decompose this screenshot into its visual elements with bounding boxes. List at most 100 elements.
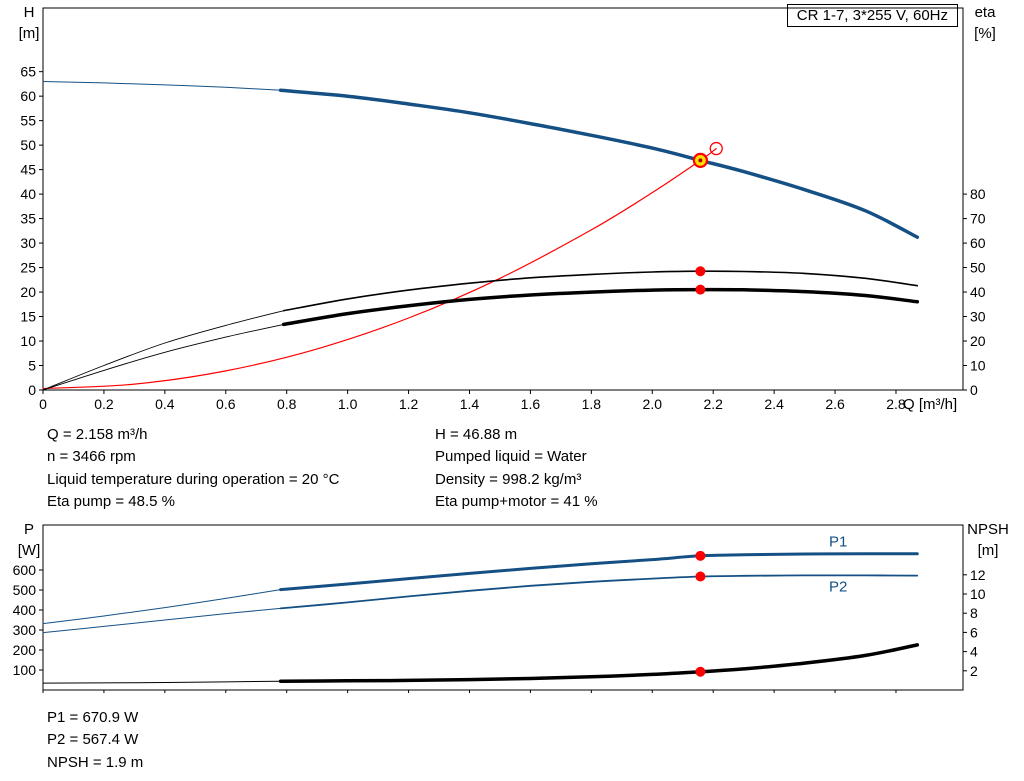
npsh-curve (278, 643, 920, 683)
eta-pump-motor-line: Eta pump+motor = 41 % (435, 493, 598, 511)
y-left-tick-label: 40 (20, 186, 36, 202)
p1-curve (279, 552, 919, 592)
p-axis-name: P (23, 521, 34, 538)
y-left-tick-label: 45 (20, 162, 36, 178)
p1-value-line: P1 = 670.9 W (47, 709, 139, 726)
x-tick-label: 2.6 (825, 396, 845, 412)
x-tick-label: 0 (39, 396, 47, 412)
operating-data-left: Q = 2.158 m³/h n = 3466 rpm Liquid tempe… (47, 424, 339, 514)
q-value-line: Q = 2.158 m³/h (47, 426, 148, 443)
y-left-tick-label: 400 (13, 602, 37, 618)
x-tick-label: 0.8 (277, 396, 297, 412)
x-tick-label: 1.4 (460, 396, 480, 412)
p2-duty-marker (695, 571, 706, 582)
y-right-tick-label: 20 (970, 333, 986, 349)
head-efficiency-chart[interactable]: 0 0.2 0.4 0.6 0.8 1.0 1.2 1.4 1.6 1.8 2.0 2.2 2.4 2.6… (0, 0, 1024, 420)
series-label-p2: P2 (829, 579, 847, 596)
eta-pump-motor-extension (42, 323, 285, 391)
p2-curve (279, 574, 919, 610)
x-tick-label: 0.6 (216, 396, 236, 412)
eta-pump-motor-duty-marker (695, 284, 706, 295)
x-tick-label: 1.0 (338, 396, 358, 412)
y-left-tick-label: 0 (28, 382, 36, 398)
y-left-tick-label: 65 (20, 64, 36, 80)
qh-curve-extension (42, 81, 282, 91)
y-right-tick-label: 50 (970, 260, 986, 276)
y-left-tick-label: 100 (13, 662, 37, 678)
y-left-tick-label: 35 (20, 211, 36, 227)
eta-axis-title: eta [%] (964, 2, 1006, 44)
npsh-axis-unit: [m] (977, 542, 999, 559)
eta-axis-name: eta (974, 4, 996, 21)
y-left-tick-label: 300 (13, 622, 37, 638)
npsh-extension (42, 680, 282, 684)
y-right-tick-label: 10 (970, 586, 986, 602)
liquid-line: Pumped liquid = Water (435, 448, 587, 466)
y-left-tick-label: 60 (20, 88, 36, 104)
y-left-tick-label: 20 (20, 284, 36, 300)
y-right-tick-label: 80 (970, 186, 986, 202)
npsh-axis-name: NPSH (967, 521, 1009, 538)
power-data-block: P1 = 670.9 W P2 = 567.4 W NPSH = 1.9 m (47, 707, 143, 774)
system-curve (42, 148, 717, 390)
y-left-tick-label: 600 (13, 562, 37, 578)
x-tick-label: 1.6 (521, 396, 541, 412)
y-right-tick-label: 40 (970, 284, 986, 300)
eta-pump-motor-curve (281, 287, 920, 327)
eta-pump-duty-marker (695, 266, 706, 277)
y-right-tick-label: 2 (970, 663, 978, 679)
npsh-value-line: NPSH = 1.9 m (47, 753, 144, 771)
y-right-tick-label: 12 (970, 567, 986, 583)
x-tick-label: 1.2 (399, 396, 419, 412)
y-right-tick-label: 8 (970, 605, 978, 621)
y-left-tick-label: 500 (13, 582, 37, 598)
h-axis-title: H [m] (12, 2, 46, 44)
p1-extension (42, 589, 282, 625)
eta-axis-unit: [%] (974, 25, 996, 42)
q-axis-title: Q [m³/h] (903, 396, 958, 413)
duty-point-center (698, 158, 703, 163)
eta-pump-extension (42, 310, 285, 391)
h-axis-name: H (23, 4, 35, 21)
h-value-line: H = 46.88 m (435, 426, 518, 443)
y-left-tick-label: 15 (20, 309, 36, 325)
y-right-tick-label: 30 (970, 309, 986, 325)
npsh-axis-title: NPSH [m] (958, 519, 1018, 561)
density-line: Density = 998.2 kg/m³ (435, 470, 582, 488)
y-left-tick-label: 50 (20, 137, 36, 153)
p-axis-title: P [W] (12, 519, 46, 561)
p2-extension (42, 607, 282, 634)
eta-pump-line: Eta pump = 48.5 % (47, 493, 175, 511)
y-left-tick-label: 30 (20, 235, 36, 251)
operating-data-right: H = 46.88 m Pumped liquid = Water Densit… (435, 424, 598, 514)
y-left-tick-label: 55 (20, 113, 36, 129)
npsh-duty-marker (695, 666, 706, 677)
y-left-tick-label: 5 (28, 358, 36, 374)
qh-curve (278, 88, 920, 239)
y-right-tick-label: 4 (970, 644, 978, 660)
series-label-p1: P1 (829, 533, 847, 550)
pump-type-label: CR 1-7, 3*255 V, 60Hz (786, 4, 958, 27)
p2-value-line: P2 = 567.4 W (47, 731, 139, 749)
y-right-tick-label: 0 (970, 382, 978, 398)
y-right-tick-label: 60 (970, 235, 986, 251)
p1-duty-marker (695, 550, 706, 561)
y-right-tick-label: 10 (970, 358, 986, 374)
plot-border (42, 524, 964, 691)
y-left-tick-label: 10 (20, 333, 36, 349)
h-axis-unit: [m] (18, 25, 40, 42)
x-tick-label: 1.8 (582, 396, 602, 412)
x-tick-label: 0.4 (155, 396, 175, 412)
x-tick-label: 2.8 (886, 396, 906, 412)
rated-point-marker (709, 141, 723, 156)
x-tick-label: 0.2 (94, 396, 114, 412)
power-npsh-chart[interactable]: 100 200 300 400 500 600 2 4 6 8 10 12 P1 P2 (0, 517, 1024, 730)
n-value-line: n = 3466 rpm (47, 448, 136, 466)
x-tick-label: 2.0 (643, 396, 663, 412)
eta-pump-curve (282, 270, 919, 312)
x-tick-label: 2.4 (764, 396, 784, 412)
plot-border (42, 7, 964, 391)
y-left-tick-label: 200 (13, 642, 37, 658)
x-tick-label: 2.2 (703, 396, 723, 412)
temp-line: Liquid temperature during operation = 20… (47, 470, 340, 488)
